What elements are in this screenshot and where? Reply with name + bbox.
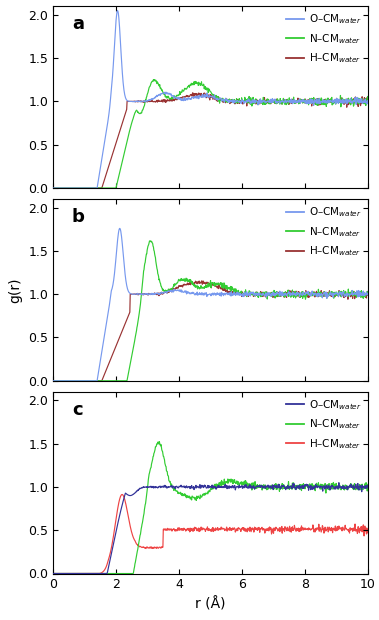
Legend: O–CM$_{water}$, N–CM$_{water}$, H–CM$_{water}$: O–CM$_{water}$, N–CM$_{water}$, H–CM$_{w… — [285, 204, 362, 259]
Legend: O–CM$_{water}$, N–CM$_{water}$, H–CM$_{water}$: O–CM$_{water}$, N–CM$_{water}$, H–CM$_{w… — [285, 397, 362, 452]
X-axis label: r (Å): r (Å) — [195, 597, 226, 611]
Y-axis label: g(r): g(r) — [9, 277, 23, 303]
Text: c: c — [72, 401, 83, 419]
Text: b: b — [72, 208, 85, 226]
Legend: O–CM$_{water}$, N–CM$_{water}$, H–CM$_{water}$: O–CM$_{water}$, N–CM$_{water}$, H–CM$_{w… — [285, 11, 362, 66]
Text: a: a — [72, 16, 84, 33]
